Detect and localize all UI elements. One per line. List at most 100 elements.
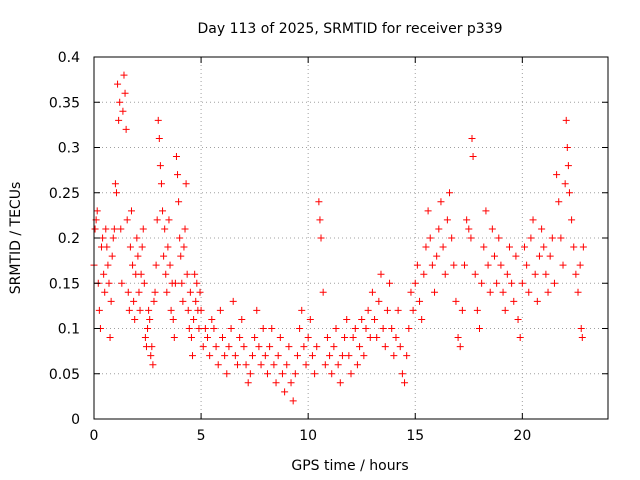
data-point bbox=[109, 234, 117, 242]
data-point bbox=[127, 207, 135, 215]
data-point bbox=[503, 270, 511, 278]
data-point bbox=[465, 225, 473, 233]
data-point bbox=[471, 270, 479, 278]
data-point bbox=[172, 153, 180, 161]
data-point bbox=[468, 134, 476, 142]
data-point bbox=[473, 306, 481, 314]
data-point bbox=[484, 261, 492, 269]
data-point bbox=[559, 261, 567, 269]
data-point bbox=[106, 334, 114, 342]
data-point bbox=[308, 352, 316, 360]
data-point bbox=[353, 361, 361, 369]
data-point bbox=[95, 306, 103, 314]
data-point bbox=[360, 352, 368, 360]
data-point bbox=[177, 252, 185, 260]
data-point bbox=[343, 315, 351, 323]
data-point bbox=[274, 352, 282, 360]
data-point bbox=[347, 370, 355, 378]
data-point bbox=[159, 207, 167, 215]
data-point bbox=[316, 216, 324, 224]
data-point bbox=[396, 343, 404, 351]
data-point bbox=[129, 261, 137, 269]
data-point bbox=[439, 243, 447, 251]
data-point bbox=[358, 315, 366, 323]
data-point bbox=[572, 270, 580, 278]
data-point bbox=[548, 234, 556, 242]
data-point bbox=[120, 71, 128, 79]
data-point bbox=[469, 153, 477, 161]
data-point bbox=[561, 180, 569, 188]
data-point bbox=[259, 325, 267, 332]
data-point bbox=[131, 315, 139, 323]
data-point bbox=[433, 252, 441, 260]
data-point bbox=[125, 306, 133, 314]
data-point bbox=[115, 116, 123, 124]
data-point bbox=[390, 352, 398, 360]
data-point bbox=[508, 279, 516, 287]
data-point bbox=[550, 279, 558, 287]
data-point bbox=[546, 252, 554, 260]
data-point bbox=[364, 306, 372, 314]
data-point bbox=[565, 189, 573, 197]
data-point bbox=[164, 243, 172, 251]
data-point bbox=[323, 334, 331, 342]
data-point bbox=[150, 297, 158, 305]
data-point bbox=[100, 270, 108, 278]
data-point bbox=[204, 334, 212, 342]
data-point bbox=[574, 288, 582, 296]
data-point bbox=[497, 261, 505, 269]
data-point bbox=[435, 225, 443, 233]
x-tick-label: 5 bbox=[197, 428, 206, 444]
y-tick-label: 0.3 bbox=[58, 141, 80, 157]
data-point bbox=[192, 297, 200, 305]
data-point bbox=[315, 198, 323, 206]
data-point bbox=[298, 306, 306, 314]
data-point bbox=[499, 288, 507, 296]
y-tick-label: 0.4 bbox=[58, 50, 80, 66]
data-point bbox=[555, 198, 563, 206]
data-point bbox=[195, 325, 203, 332]
data-point bbox=[193, 279, 201, 287]
data-point bbox=[579, 243, 587, 251]
data-point bbox=[296, 325, 304, 332]
data-point bbox=[242, 361, 250, 369]
data-point bbox=[490, 252, 498, 260]
data-point bbox=[291, 370, 299, 378]
x-tick-label: 20 bbox=[513, 428, 531, 444]
data-point bbox=[157, 180, 165, 188]
y-tick-label: 0 bbox=[71, 412, 80, 428]
data-point bbox=[328, 370, 336, 378]
data-point bbox=[514, 315, 522, 323]
data-point bbox=[186, 288, 194, 296]
data-point bbox=[426, 234, 434, 242]
data-point bbox=[144, 325, 152, 332]
data-point bbox=[210, 325, 218, 332]
data-point bbox=[201, 325, 209, 332]
data-point bbox=[151, 288, 159, 296]
data-point bbox=[428, 261, 436, 269]
data-point bbox=[446, 189, 454, 197]
data-point bbox=[366, 334, 374, 342]
data-point bbox=[405, 325, 413, 332]
data-point bbox=[180, 243, 188, 251]
data-point bbox=[495, 234, 503, 242]
data-point bbox=[165, 216, 173, 224]
data-point bbox=[505, 243, 513, 251]
data-point bbox=[287, 379, 295, 387]
data-point bbox=[255, 343, 263, 351]
data-point bbox=[341, 334, 349, 342]
x-tick-label: 10 bbox=[299, 428, 317, 444]
data-point bbox=[140, 279, 148, 287]
data-point bbox=[441, 270, 449, 278]
data-point bbox=[321, 361, 329, 369]
data-point bbox=[138, 243, 146, 251]
data-point bbox=[149, 361, 157, 369]
data-point bbox=[184, 306, 192, 314]
data-point bbox=[349, 334, 357, 342]
data-point bbox=[145, 306, 153, 314]
data-point bbox=[261, 352, 269, 360]
data-point bbox=[486, 288, 494, 296]
data-point bbox=[147, 352, 155, 360]
data-point bbox=[437, 198, 445, 206]
data-point bbox=[523, 261, 531, 269]
